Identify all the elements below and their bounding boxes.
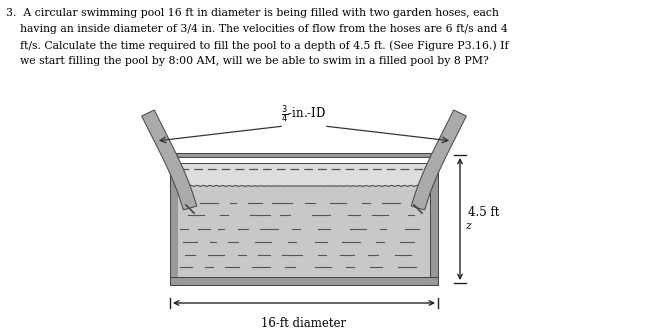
Text: having an inside diameter of 3/4 in. The velocities of flow from the hoses are 6: having an inside diameter of 3/4 in. The… [6, 24, 508, 34]
Bar [170, 153, 438, 157]
Bar [170, 277, 438, 285]
Bar [178, 163, 430, 277]
Text: we start filling the pool by 8:00 AM, will we be able to swim in a filled pool b: we start filling the pool by 8:00 AM, wi… [6, 56, 489, 66]
Polygon shape [411, 110, 466, 210]
Text: $\frac{3}{4}$-in.-ID: $\frac{3}{4}$-in.-ID [281, 103, 326, 125]
Bar [430, 153, 438, 285]
Bar [170, 153, 178, 285]
Text: 3.  A circular swimming pool 16 ft in diameter is being filled with two garden h: 3. A circular swimming pool 16 ft in dia… [6, 8, 499, 18]
Text: z: z [465, 221, 471, 231]
Bar [178, 185, 430, 277]
Text: 4.5 ft: 4.5 ft [468, 207, 499, 219]
Text: 16-ft diameter: 16-ft diameter [261, 317, 346, 329]
Text: ft/s. Calculate the time required to fill the pool to a depth of 4.5 ft. (See Fi: ft/s. Calculate the time required to fil… [6, 40, 508, 51]
Polygon shape [142, 110, 197, 210]
